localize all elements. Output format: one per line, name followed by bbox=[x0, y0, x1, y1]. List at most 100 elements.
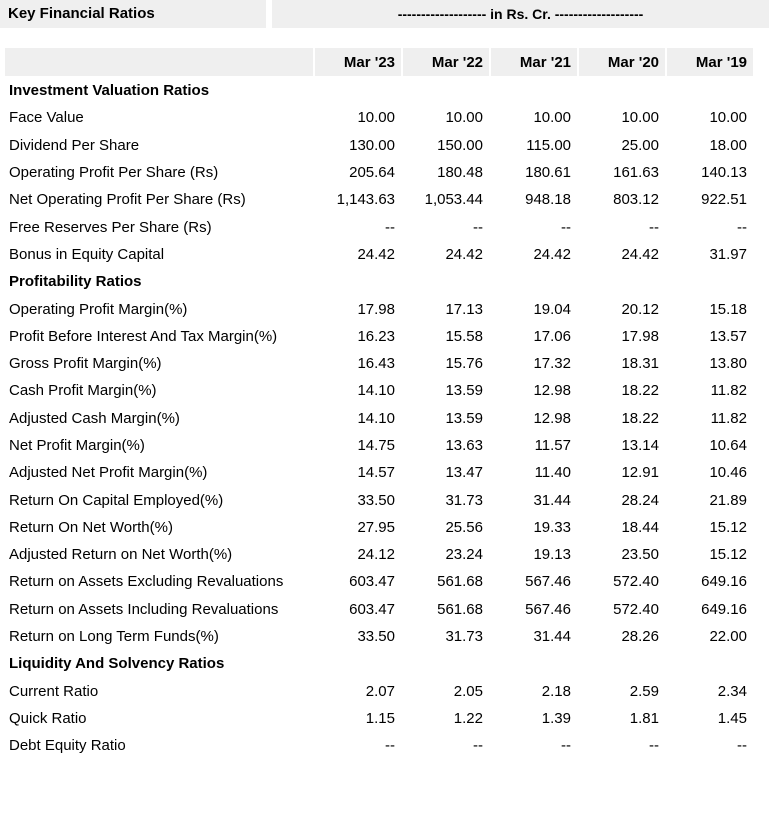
table-row: Adjusted Return on Net Worth(%) 24.12 23.2… bbox=[5, 542, 753, 568]
value-cell: 28.24 bbox=[579, 487, 665, 513]
value-cell: 17.32 bbox=[491, 350, 577, 377]
value-cell: 948.18 bbox=[491, 187, 577, 213]
header-row: Mar '23 Mar '22 Mar '21 Mar '20 Mar '19 bbox=[5, 48, 753, 76]
value-cell: -- bbox=[403, 733, 489, 759]
row-label: Net Profit Margin(%) bbox=[5, 432, 313, 459]
title-bar: Key Financial Ratios -------------------… bbox=[0, 0, 769, 28]
table-row: Adjusted Cash Margin(%) 14.10 13.59 12.98 18… bbox=[5, 405, 753, 431]
value-cell: -- bbox=[491, 733, 577, 759]
value-cell: 1.45 bbox=[667, 705, 753, 732]
value-cell: 180.61 bbox=[491, 159, 577, 186]
table-row: Bonus in Equity Capital 24.42 24.42 24.42 24… bbox=[5, 241, 753, 268]
value-cell: 2.18 bbox=[491, 678, 577, 704]
section-header-row: Investment Valuation Ratios bbox=[5, 78, 753, 104]
row-label: Gross Profit Margin(%) bbox=[5, 350, 313, 377]
value-cell: 17.13 bbox=[403, 296, 489, 322]
value-cell: 20.12 bbox=[579, 296, 665, 322]
value-cell: 1.22 bbox=[403, 705, 489, 732]
value-cell: 33.50 bbox=[315, 487, 401, 513]
value-cell: 19.13 bbox=[491, 542, 577, 568]
row-label: Quick Ratio bbox=[5, 705, 313, 732]
table-row: Profit Before Interest And Tax Margin(%)… bbox=[5, 323, 753, 349]
row-label: Return on Assets Including Revaluations bbox=[5, 596, 313, 622]
table-row: Net Operating Profit Per Share (Rs) 1,143… bbox=[5, 187, 753, 213]
value-cell: -- bbox=[315, 214, 401, 240]
value-cell: 561.68 bbox=[403, 596, 489, 622]
value-cell: 24.42 bbox=[403, 241, 489, 268]
value-cell: 649.16 bbox=[667, 569, 753, 595]
header-label-cell bbox=[5, 48, 313, 76]
section-title: Investment Valuation Ratios bbox=[5, 78, 753, 104]
value-cell: 14.10 bbox=[315, 405, 401, 431]
value-cell: 10.00 bbox=[315, 105, 401, 131]
column-header: Mar '19 bbox=[667, 48, 753, 76]
value-cell: 16.23 bbox=[315, 323, 401, 349]
section-header-row: Liquidity And Solvency Ratios bbox=[5, 651, 753, 677]
value-cell: 17.98 bbox=[315, 296, 401, 322]
value-cell: 205.64 bbox=[315, 159, 401, 186]
value-cell: 180.48 bbox=[403, 159, 489, 186]
value-cell: 10.64 bbox=[667, 432, 753, 459]
section-title: Liquidity And Solvency Ratios bbox=[5, 651, 753, 677]
value-cell: 922.51 bbox=[667, 187, 753, 213]
value-cell: 15.18 bbox=[667, 296, 753, 322]
value-cell: 12.98 bbox=[491, 405, 577, 431]
value-cell: 561.68 bbox=[403, 569, 489, 595]
value-cell: 13.14 bbox=[579, 432, 665, 459]
value-cell: -- bbox=[667, 733, 753, 759]
value-cell: 10.00 bbox=[491, 105, 577, 131]
value-cell: -- bbox=[403, 214, 489, 240]
value-cell: 31.44 bbox=[491, 487, 577, 513]
value-cell: 1,143.63 bbox=[315, 187, 401, 213]
value-cell: 10.00 bbox=[403, 105, 489, 131]
column-header: Mar '21 bbox=[491, 48, 577, 76]
value-cell: 161.63 bbox=[579, 159, 665, 186]
value-cell: 15.76 bbox=[403, 350, 489, 377]
value-cell: 24.42 bbox=[579, 241, 665, 268]
value-cell: 18.22 bbox=[579, 405, 665, 431]
row-label: Bonus in Equity Capital bbox=[5, 241, 313, 268]
table-row: Free Reserves Per Share (Rs) -- -- -- -- -- bbox=[5, 214, 753, 240]
row-label: Return On Net Worth(%) bbox=[5, 514, 313, 541]
value-cell: 567.46 bbox=[491, 569, 577, 595]
section-header-row: Profitability Ratios bbox=[5, 269, 753, 295]
value-cell: 13.59 bbox=[403, 405, 489, 431]
table-row: Debt Equity Ratio -- -- -- -- -- bbox=[5, 733, 753, 759]
row-label: Return On Capital Employed(%) bbox=[5, 487, 313, 513]
value-cell: 14.10 bbox=[315, 378, 401, 404]
column-header: Mar '23 bbox=[315, 48, 401, 76]
value-cell: 22.00 bbox=[667, 623, 753, 650]
value-cell: 10.00 bbox=[667, 105, 753, 131]
table-row: Quick Ratio 1.15 1.22 1.39 1.81 1.45 bbox=[5, 705, 753, 732]
table-row: Return On Net Worth(%) 27.95 25.56 19.33 18.… bbox=[5, 514, 753, 541]
value-cell: 13.57 bbox=[667, 323, 753, 349]
value-cell: 31.97 bbox=[667, 241, 753, 268]
row-label: Operating Profit Margin(%) bbox=[5, 296, 313, 322]
value-cell: 19.04 bbox=[491, 296, 577, 322]
value-cell: 31.73 bbox=[403, 487, 489, 513]
value-cell: 18.22 bbox=[579, 378, 665, 404]
value-cell: 130.00 bbox=[315, 132, 401, 158]
value-cell: -- bbox=[315, 733, 401, 759]
value-cell: 13.59 bbox=[403, 378, 489, 404]
row-label: Face Value bbox=[5, 105, 313, 131]
value-cell: 11.82 bbox=[667, 405, 753, 431]
table-row: Cash Profit Margin(%) 14.10 13.59 12.98 18.2… bbox=[5, 378, 753, 404]
page-title: Key Financial Ratios bbox=[0, 0, 266, 28]
value-cell: 10.46 bbox=[667, 460, 753, 486]
row-label: Operating Profit Per Share (Rs) bbox=[5, 159, 313, 186]
table-row: Gross Profit Margin(%) 16.43 15.76 17.32 18.… bbox=[5, 350, 753, 377]
table-row: Return on Long Term Funds(%) 33.50 31.73 31… bbox=[5, 623, 753, 650]
value-cell: 31.44 bbox=[491, 623, 577, 650]
value-cell: 572.40 bbox=[579, 569, 665, 595]
value-cell: 25.56 bbox=[403, 514, 489, 541]
value-cell: 11.82 bbox=[667, 378, 753, 404]
value-cell: 649.16 bbox=[667, 596, 753, 622]
value-cell: 2.34 bbox=[667, 678, 753, 704]
value-cell: 23.50 bbox=[579, 542, 665, 568]
value-cell: 1,053.44 bbox=[403, 187, 489, 213]
value-cell: 13.80 bbox=[667, 350, 753, 377]
value-cell: 13.47 bbox=[403, 460, 489, 486]
value-cell: 33.50 bbox=[315, 623, 401, 650]
table-row: Return on Assets Including Revaluations 6… bbox=[5, 596, 753, 622]
